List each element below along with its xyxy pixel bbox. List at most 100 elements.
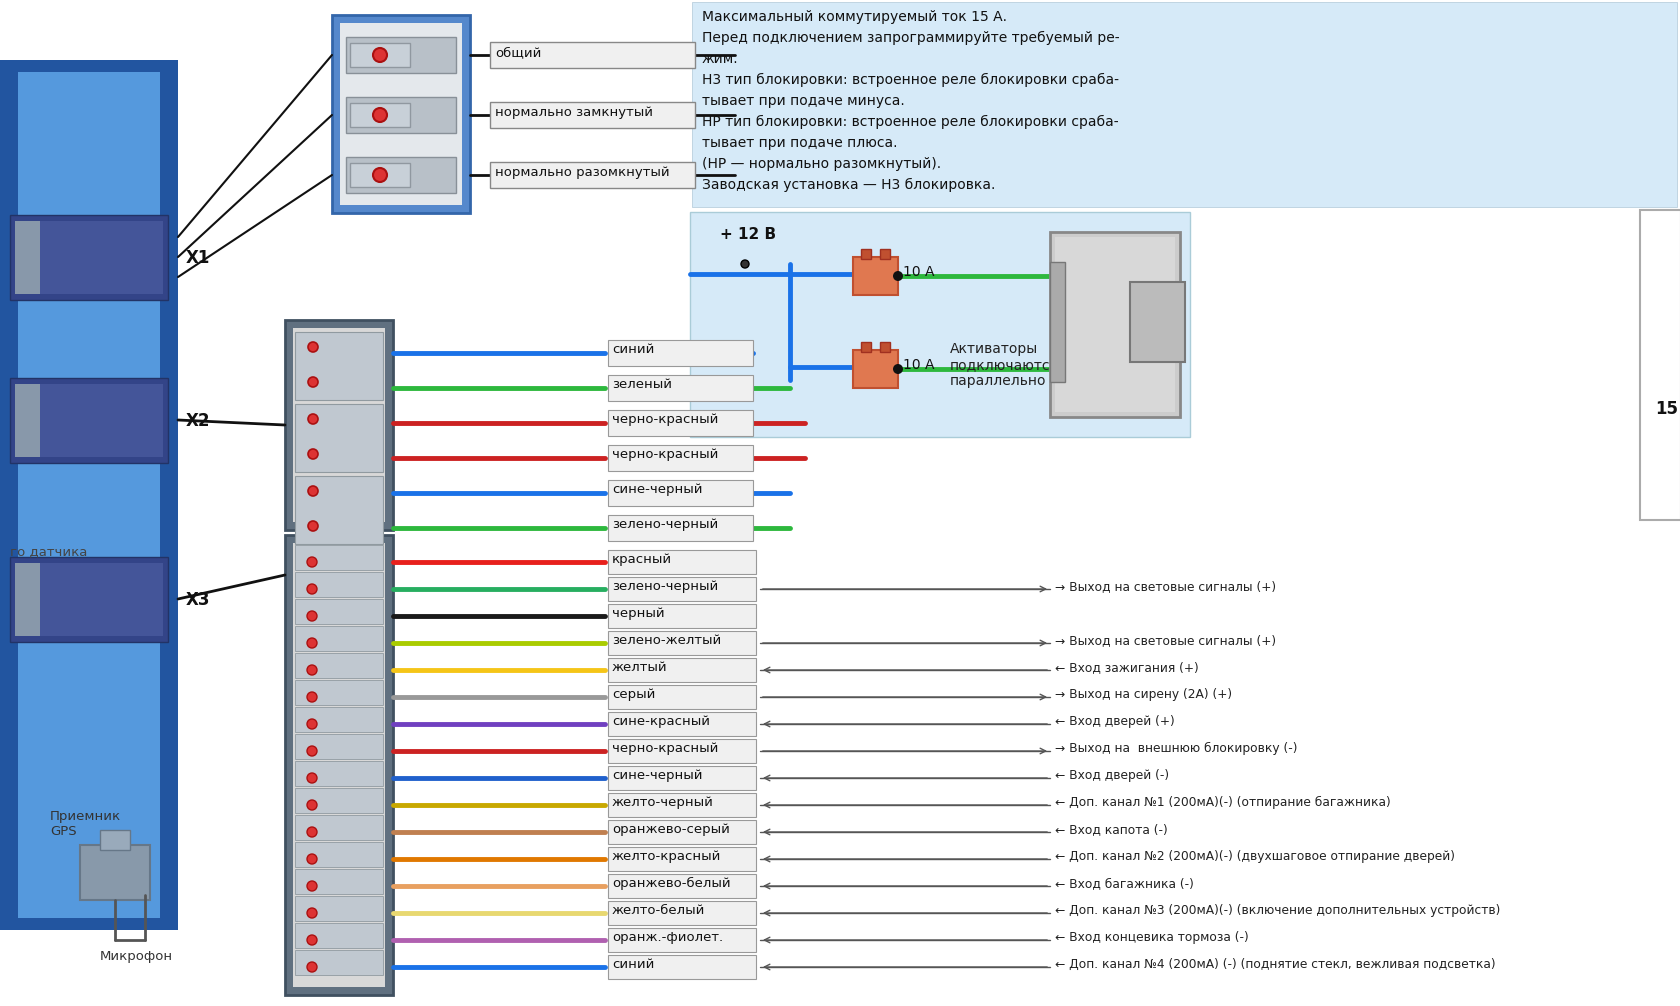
- Bar: [346, 97, 455, 133]
- Bar: [294, 332, 383, 400]
- Bar: [608, 515, 753, 541]
- Text: нормально замкнутый: нормально замкнутый: [494, 106, 652, 119]
- Text: красный: красный: [612, 553, 672, 566]
- Bar: [349, 103, 410, 127]
- Text: X2: X2: [186, 412, 210, 430]
- Bar: [608, 604, 756, 628]
- Bar: [99, 830, 129, 850]
- Bar: [18, 60, 160, 930]
- Circle shape: [307, 854, 318, 864]
- Circle shape: [307, 611, 318, 621]
- Bar: [294, 869, 383, 894]
- Circle shape: [307, 377, 318, 387]
- Circle shape: [307, 800, 318, 810]
- Text: Микрофон: Микрофон: [99, 950, 173, 963]
- Bar: [852, 350, 897, 388]
- Bar: [608, 480, 753, 506]
- Bar: [349, 163, 410, 187]
- Circle shape: [307, 908, 318, 918]
- Text: сине-черный: сине-черный: [612, 769, 702, 782]
- Text: жим.: жим.: [702, 52, 738, 66]
- Text: Заводская установка — Н3 блокировка.: Заводская установка — Н3 блокировка.: [702, 178, 995, 192]
- Bar: [15, 563, 163, 636]
- Bar: [860, 249, 870, 259]
- Circle shape: [373, 168, 386, 182]
- Circle shape: [307, 638, 318, 648]
- Bar: [608, 874, 756, 898]
- Bar: [294, 896, 383, 921]
- Bar: [852, 257, 897, 295]
- Text: Перед подключением запрограммируйте требуемый ре-: Перед подключением запрограммируйте треб…: [702, 31, 1119, 45]
- Bar: [489, 102, 694, 128]
- Text: → Выход на сирену (2А) (+): → Выход на сирену (2А) (+): [1055, 688, 1231, 701]
- Text: синий: синий: [612, 343, 654, 356]
- Bar: [294, 545, 383, 570]
- Text: зелено-желтый: зелено-желтый: [612, 634, 721, 647]
- Text: черно-красный: черно-красный: [612, 742, 717, 754]
- Bar: [0, 60, 178, 930]
- Text: → Выход на  внешнюю блокировку (-): → Выход на внешнюю блокировку (-): [1055, 742, 1297, 756]
- Bar: [608, 340, 753, 366]
- Bar: [10, 557, 168, 642]
- Bar: [292, 543, 385, 987]
- Text: ← Вход концевика тормоза (-): ← Вход концевика тормоза (-): [1055, 931, 1248, 944]
- Text: сине-черный: сине-черный: [612, 483, 702, 496]
- Circle shape: [892, 364, 902, 374]
- Text: зелено-черный: зелено-черный: [612, 518, 717, 531]
- Text: зеленый: зеленый: [612, 378, 672, 391]
- Circle shape: [307, 881, 318, 891]
- Circle shape: [307, 692, 318, 702]
- Text: 10 А: 10 А: [902, 265, 934, 279]
- Bar: [294, 788, 383, 813]
- Bar: [349, 43, 410, 67]
- Bar: [608, 410, 753, 436]
- Text: синий: синий: [612, 958, 654, 971]
- Bar: [608, 577, 756, 601]
- Circle shape: [307, 665, 318, 675]
- Bar: [15, 221, 40, 294]
- Bar: [294, 572, 383, 597]
- Bar: [1640, 210, 1680, 520]
- Text: 10 А: 10 А: [902, 358, 934, 372]
- Bar: [1129, 282, 1184, 362]
- Text: Максимальный коммутируемый ток 15 А.: Максимальный коммутируемый ток 15 А.: [702, 10, 1006, 24]
- Bar: [81, 845, 150, 900]
- Bar: [0, 60, 18, 930]
- Circle shape: [307, 486, 318, 496]
- Text: желто-черный: желто-черный: [612, 796, 714, 809]
- Circle shape: [307, 935, 318, 945]
- Text: серый: серый: [612, 688, 655, 701]
- Bar: [160, 60, 178, 930]
- Bar: [608, 445, 753, 471]
- Bar: [15, 384, 40, 457]
- Text: Активаторы
подключаются
параллельно: Активаторы подключаются параллельно: [949, 342, 1058, 388]
- Bar: [286, 320, 393, 530]
- Circle shape: [373, 108, 386, 122]
- Circle shape: [307, 746, 318, 756]
- Text: черно-красный: черно-красный: [612, 448, 717, 461]
- Bar: [608, 928, 756, 952]
- Bar: [294, 653, 383, 678]
- Text: сине-красный: сине-красный: [612, 715, 709, 728]
- Text: ← Вход зажигания (+): ← Вход зажигания (+): [1055, 661, 1198, 674]
- Bar: [294, 815, 383, 840]
- Text: оранжево-белый: оранжево-белый: [612, 877, 731, 890]
- Text: ← Доп. канал №4 (200мА) (-) (поднятие стекл, вежливая подсветка): ← Доп. канал №4 (200мА) (-) (поднятие ст…: [1055, 958, 1495, 971]
- Bar: [608, 793, 756, 817]
- Text: → Выход на световые сигналы (+): → Выход на световые сигналы (+): [1055, 634, 1275, 647]
- Bar: [18, 60, 160, 72]
- Text: Н3 тип блокировки: встроенное реле блокировки сраба-: Н3 тип блокировки: встроенное реле блоки…: [702, 73, 1119, 88]
- Text: ← Доп. канал №2 (200мА)(-) (двухшаговое отпирание дверей): ← Доп. канал №2 (200мА)(-) (двухшаговое …: [1055, 850, 1455, 863]
- Text: ← Вход дверей (-): ← Вход дверей (-): [1055, 769, 1168, 782]
- Text: ← Доп. канал №3 (200мА)(-) (включение дополнительных устройств): ← Доп. канал №3 (200мА)(-) (включение до…: [1055, 904, 1500, 917]
- Bar: [608, 712, 756, 736]
- Bar: [608, 550, 756, 574]
- Bar: [346, 37, 455, 73]
- Text: оранж.-фиолет.: оранж.-фиолет.: [612, 931, 722, 944]
- Bar: [286, 535, 393, 995]
- Bar: [608, 901, 756, 925]
- Bar: [608, 375, 753, 401]
- Bar: [608, 847, 756, 871]
- Text: 15: 15: [1655, 400, 1677, 418]
- Bar: [608, 739, 756, 763]
